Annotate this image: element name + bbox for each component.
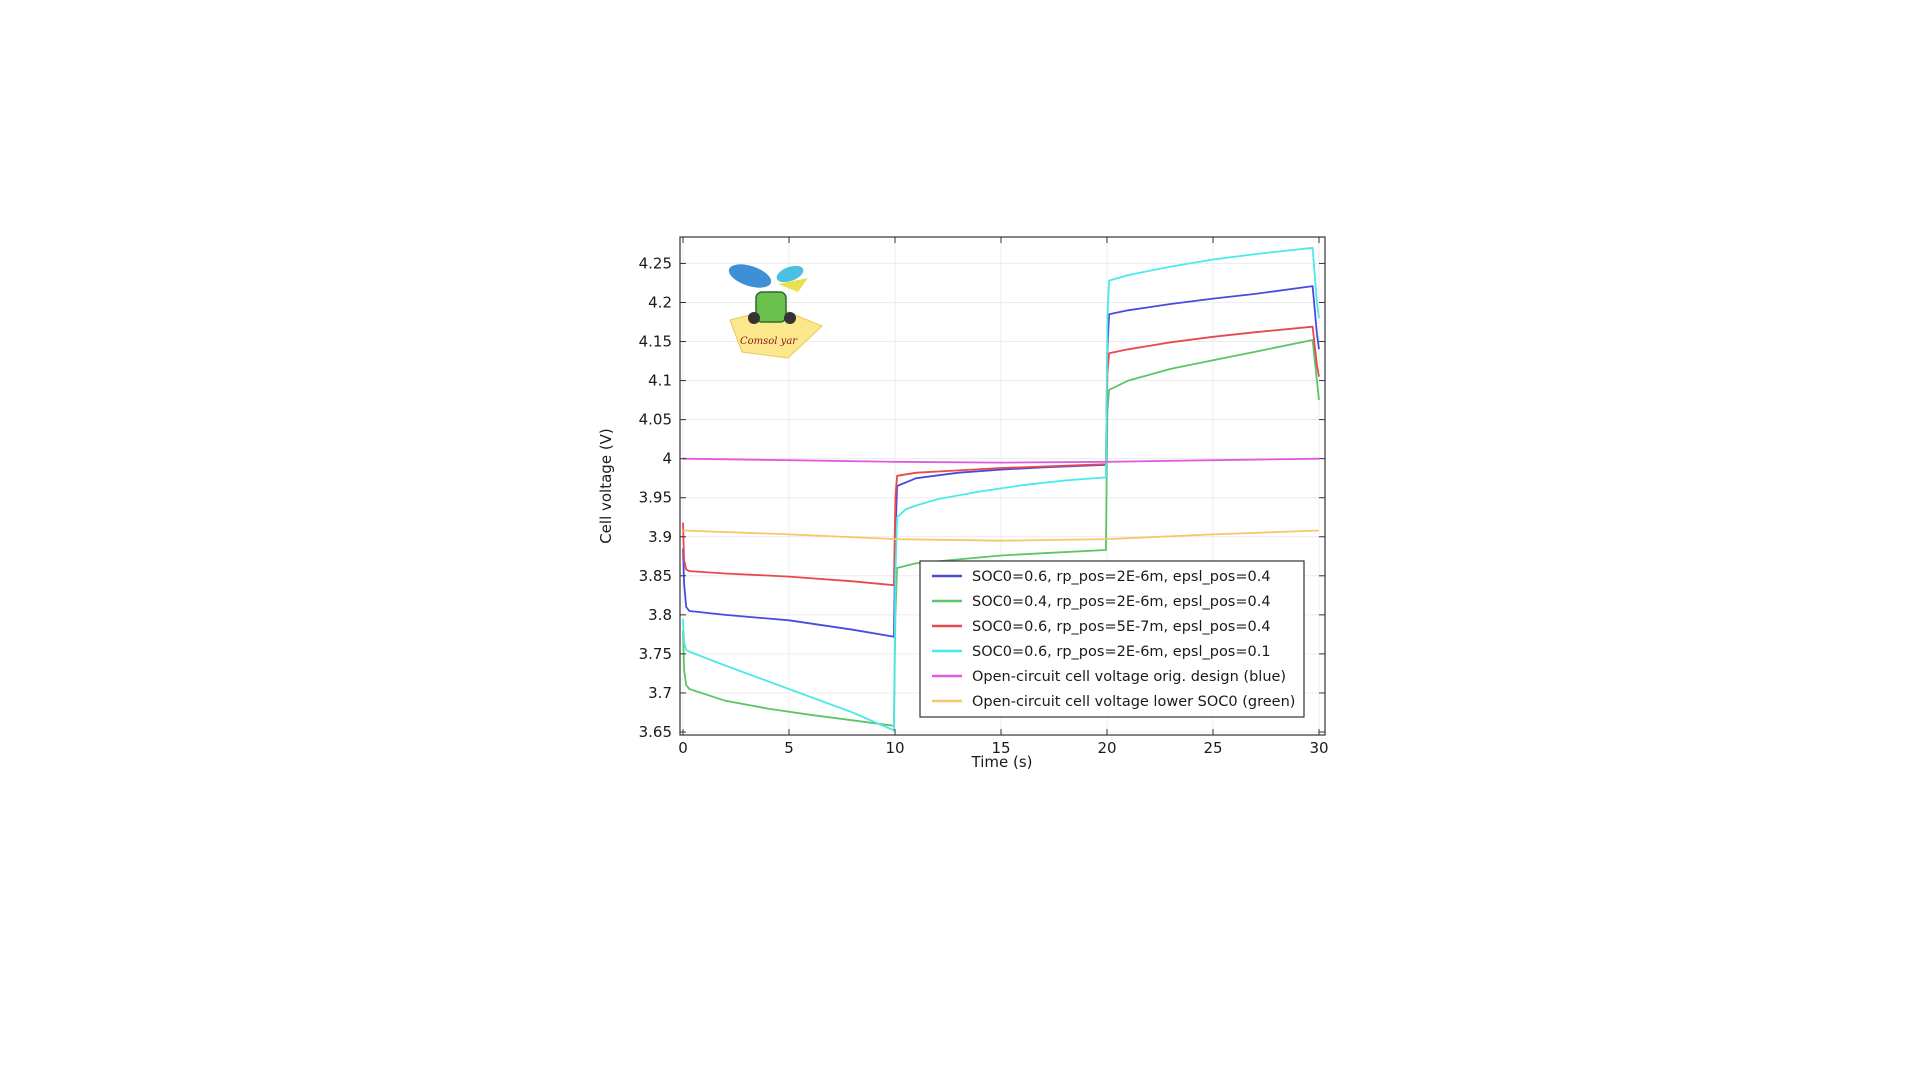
x-tick-label: 10 <box>885 739 904 757</box>
series-line-2 <box>682 339 1320 727</box>
logo: Comsol yar <box>728 264 823 359</box>
y-tick-label: 4.2 <box>648 293 672 311</box>
x-axis-title: Time (s) <box>971 753 1033 771</box>
logo-leaf-left-icon <box>728 264 772 288</box>
y-tick-label: 4.25 <box>639 254 672 272</box>
y-tick-label: 3.75 <box>639 645 672 663</box>
x-tick-labels: 0 5 10 15 20 25 30 <box>678 739 1328 757</box>
y-tick-label: 3.8 <box>648 606 672 624</box>
legend-items: SOC0=0.6, rp_pos=2E-6m, epsl_pos=0.4 SOC0… <box>932 569 1295 710</box>
y-tick-label: 3.95 <box>639 489 672 507</box>
y-tick-label: 4.15 <box>639 333 672 351</box>
y-tick-label: 3.9 <box>648 528 672 546</box>
logo-text: Comsol yar <box>740 336 798 347</box>
logo-wing-icon <box>778 278 808 292</box>
series-layer <box>682 246 1320 732</box>
plot-frame <box>679 236 1326 736</box>
series-line-3 <box>682 325 1320 587</box>
series-line-5 <box>682 457 1320 464</box>
legend-label: SOC0=0.4, rp_pos=2E-6m, epsl_pos=0.4 <box>972 594 1271 610</box>
ticks <box>680 237 1325 735</box>
legend-label: SOC0=0.6, rp_pos=5E-7m, epsl_pos=0.4 <box>972 619 1271 635</box>
y-tick-label: 3.7 <box>648 684 672 702</box>
y-tick-label: 4 <box>662 450 672 468</box>
logo-wheel-right-icon <box>784 312 796 324</box>
x-tick-label: 20 <box>1097 739 1116 757</box>
legend-box <box>919 560 1305 718</box>
logo-leaf-right-icon <box>776 265 804 283</box>
y-tick-labels: 3.65 3.7 3.75 3.8 3.85 3.9 3.95 4 4.05 4.1 4.15 4.2… <box>639 254 672 741</box>
x-tick-label: 0 <box>678 739 688 757</box>
series-line-1 <box>682 285 1320 638</box>
y-tick-label: 3.65 <box>639 723 672 741</box>
x-tick-label: 5 <box>784 739 794 757</box>
x-tick-label: 25 <box>1203 739 1222 757</box>
legend-label: SOC0=0.6, rp_pos=2E-6m, epsl_pos=0.1 <box>972 644 1271 660</box>
y-tick-label: 4.1 <box>648 372 672 390</box>
y-tick-label: 3.85 <box>639 567 672 585</box>
y-tick-label: 4.05 <box>639 411 672 429</box>
legend: SOC0=0.6, rp_pos=2E-6m, epsl_pos=0.4 SOC0… <box>919 560 1305 718</box>
legend-label: Open-circuit cell voltage orig. design (… <box>972 669 1286 685</box>
series-line-6 <box>682 529 1320 542</box>
x-tick-label: 15 <box>991 739 1010 757</box>
legend-label: SOC0=0.6, rp_pos=2E-6m, epsl_pos=0.4 <box>972 569 1271 585</box>
series-line-4 <box>682 246 1320 732</box>
logo-car-icon <box>755 291 787 323</box>
x-tick-label: 30 <box>1309 739 1328 757</box>
logo-wheel-left-icon <box>748 312 760 324</box>
legend-label: Open-circuit cell voltage lower SOC0 (gr… <box>972 694 1295 710</box>
y-axis-title: Cell voltage (V) <box>597 428 615 544</box>
